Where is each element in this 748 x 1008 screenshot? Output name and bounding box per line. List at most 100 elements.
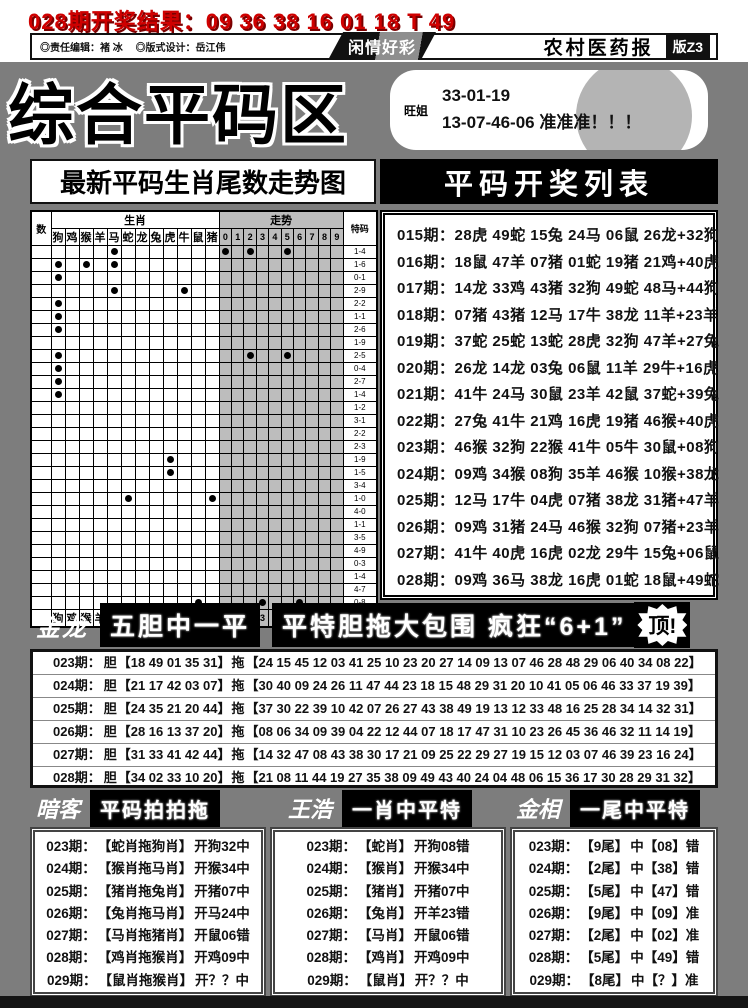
digit-cell — [280, 531, 294, 545]
digit-cell — [230, 557, 245, 571]
dantuo-row: 024期： 胆【21 17 42 03 07】拖【30 40 09 24 26 1… — [33, 675, 715, 699]
tip-line-2: 13-07-46-06 准准准！！！ — [442, 113, 642, 132]
zodiac-cell — [50, 310, 66, 324]
digit-cell — [218, 544, 233, 558]
zodiac-cell — [190, 349, 206, 363]
digit-cell — [330, 258, 344, 272]
tip-period: 026期： — [528, 905, 579, 921]
zodiac-cell — [162, 570, 178, 584]
digit-cell — [317, 544, 332, 558]
digit-cell — [280, 557, 294, 571]
tip-title-2: 一肖中平特 — [342, 789, 473, 827]
digit-cell — [230, 258, 245, 272]
banner-headline-2: 平特胆拖大包围 疯狂“6+1” — [272, 603, 637, 647]
zodiac-cell — [64, 362, 80, 376]
zodiac-cell — [148, 349, 164, 363]
zodiac-cell — [190, 258, 206, 272]
zodiac-cell — [50, 388, 66, 402]
zodiac-cell — [176, 466, 192, 480]
digit-cell — [305, 414, 319, 428]
zodiac-cell — [176, 388, 192, 402]
zodiac-cell — [120, 466, 136, 480]
zodiac-cell — [106, 518, 122, 532]
zodiac-cell — [148, 544, 164, 558]
digit-cell — [218, 323, 233, 337]
zodiac-cell — [92, 401, 108, 415]
dantuo-row: 028期： 胆【34 02 33 10 20】拖【21 08 11 44 19 2… — [33, 767, 715, 789]
result-row: 021期：41牛 24马 30鼠 23羊 42鼠 37蛇+39兔 — [397, 386, 720, 403]
zodiac-cell — [176, 583, 192, 597]
digit-cell — [268, 297, 282, 311]
zodiac-cell — [50, 479, 66, 493]
zodiac-cell — [92, 375, 108, 389]
tip-result: 开猪07中 — [194, 883, 250, 899]
digit-cell — [280, 479, 294, 493]
zodiac-cell — [148, 271, 164, 285]
digit-cell — [230, 505, 245, 519]
tuo-numbers: 【30 40 09 24 26 11 47 44 23 18 15 48 29 … — [245, 678, 701, 694]
zodiac-cell — [120, 544, 136, 558]
digit-cell — [268, 440, 282, 454]
tip-result: 开鸡09中 — [194, 950, 250, 966]
tip-table: 023期： 【蛇肖】 开狗08错 024期： 【猴肖】 开猴34中 025期： 【猪肖】 开猪0… — [270, 827, 506, 997]
zodiac-cell — [190, 336, 206, 350]
zodiac-cell — [64, 466, 80, 480]
dantuo-row: 026期： 胆【28 16 13 37 20】拖【08 06 34 09 39 0… — [33, 721, 715, 745]
trend-dot — [194, 599, 202, 607]
zodiac-cell — [120, 427, 136, 441]
digit-cell — [292, 518, 307, 532]
zodiac-cell — [190, 479, 206, 493]
zodiac-cell — [162, 440, 178, 454]
zodiac-cell — [50, 414, 66, 428]
zodiac-cell — [148, 414, 164, 428]
zodiac-cell — [78, 557, 94, 571]
digit-cell — [305, 375, 319, 389]
zodiac-cell — [204, 323, 220, 337]
tip-pick: 【兔肖拖马肖】 — [97, 905, 193, 921]
zodiac-cell — [134, 544, 150, 558]
zodiac-cell — [92, 531, 108, 545]
trend-dot — [246, 248, 254, 256]
zodiac-cell — [92, 271, 108, 285]
special-label-cell: 1-9 — [342, 453, 378, 467]
trend-dot — [258, 599, 266, 607]
zodiac-cell — [78, 453, 94, 467]
page-title: 综合平码区 — [8, 78, 348, 152]
dan-numbers: 【31 33 41 42 44】 — [117, 747, 231, 763]
digit-cell — [280, 544, 294, 558]
tip-pick: 【猪肖拖兔肖】 — [97, 883, 193, 899]
tip-result: 开马24中 — [194, 905, 250, 921]
zodiac-cell — [78, 570, 94, 584]
digit-cell — [218, 557, 233, 571]
digit-cell — [268, 557, 282, 571]
tip-column-2-header: 王浩 一肖中平特 — [288, 789, 473, 827]
special-label-cell: 4-7 — [342, 583, 378, 597]
special-label-cell: 1-1 — [342, 310, 378, 324]
zodiac-cell — [204, 414, 220, 428]
digit-cell — [305, 531, 319, 545]
zodiac-cell — [148, 336, 164, 350]
digit-cell — [255, 479, 270, 493]
zodiac-cell — [64, 297, 80, 311]
trend-row: 4-0 — [30, 505, 378, 519]
zodiac-cell — [204, 401, 220, 415]
digit-cell — [230, 388, 245, 402]
digit-cell — [268, 518, 282, 532]
digit-cell — [243, 440, 257, 454]
zodiac-cell — [162, 531, 178, 545]
digit-cell — [330, 453, 344, 467]
digit-cell — [268, 375, 282, 389]
zodiac-cell — [176, 362, 192, 376]
zodiac-cell — [148, 453, 164, 467]
digit-cell — [280, 271, 294, 285]
tip-pick: 【马肖】 — [358, 928, 412, 944]
digit-cell — [268, 271, 282, 285]
digit-cell — [292, 479, 307, 493]
tip-row: 029期： 【鼠肖拖猴肖】 开？？中 — [35, 970, 261, 992]
digit-cell — [305, 518, 319, 532]
dantuo-row: 023期： 胆【18 49 01 35 31】拖【24 15 45 12 03 4… — [33, 652, 715, 676]
result-row: 015期：28虎 49蛇 15兔 24马 06鼠 26龙+32狗 — [397, 227, 720, 244]
zodiac-cell — [162, 349, 178, 363]
zodiac-cell — [50, 440, 66, 454]
tip-author-1: 暗客 — [36, 797, 81, 822]
